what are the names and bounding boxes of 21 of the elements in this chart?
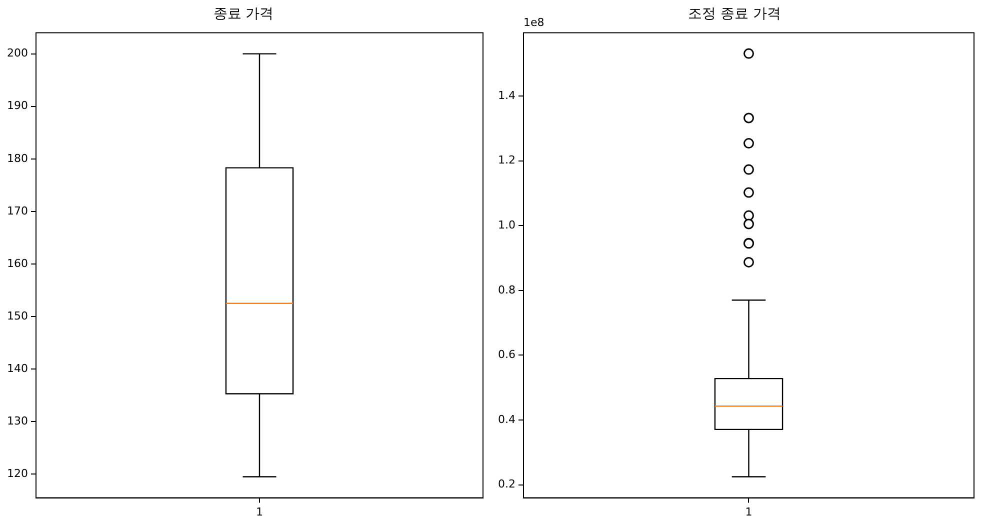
x-tick-label: 1 (745, 505, 752, 518)
x-tick-label: 1 (256, 505, 263, 518)
y-tick-label: 180 (6, 152, 28, 165)
y-tick-label: 170 (6, 204, 28, 218)
text: 1e8 (523, 16, 544, 30)
y-tick-label: 120 (6, 467, 28, 480)
y-tick-label: 150 (6, 309, 28, 322)
y-tick-label: 130 (6, 414, 28, 428)
y-tick-label: 1.0 (498, 218, 516, 232)
y-tick-label: 0.4 (498, 412, 516, 426)
y-tick-label: 0.6 (498, 348, 516, 362)
y-tick-label: 1.4 (498, 88, 516, 102)
y-tick-label: 200 (6, 46, 28, 60)
y-tick-label: 1.2 (498, 154, 516, 167)
y-tick-label: 0.2 (498, 478, 516, 491)
chart-title: 조정 종료 가격 (688, 6, 781, 22)
y-tick-label: 160 (6, 256, 28, 270)
y-tick-label: 0.8 (498, 283, 516, 296)
chart-title: 종료 가격 (213, 6, 274, 22)
y-tick-label: 190 (6, 99, 28, 112)
y-tick-label: 140 (6, 362, 28, 375)
